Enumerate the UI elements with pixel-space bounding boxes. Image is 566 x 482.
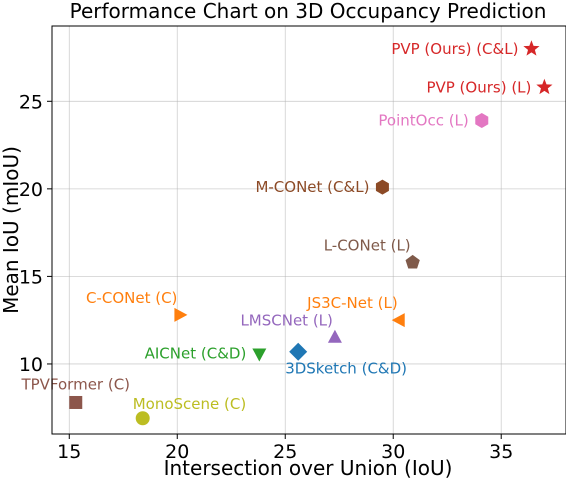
data-point: TPVFormer (C)	[20, 375, 130, 409]
point-label: C-CONet (C)	[86, 289, 177, 307]
point-label: PointOcc (L)	[378, 112, 468, 130]
x-tick-label: 35	[489, 441, 513, 463]
data-point: PVP (Ours) (L)	[426, 78, 553, 96]
point-marker-square	[69, 395, 83, 409]
data-points: PVP (Ours) (C&L) PVP (Ours) (L) PointOcc (…	[20, 40, 553, 426]
point-marker-triangle-left	[391, 313, 405, 328]
data-point: L-CONet (L)	[324, 236, 420, 269]
data-point: PVP (Ours) (C&L)	[391, 40, 540, 58]
point-label: MonoScene (C)	[133, 395, 246, 413]
point-marker-circle	[135, 411, 150, 426]
point-label: M-CONet (C&L)	[255, 178, 369, 196]
point-label: PVP (Ours) (C&L)	[391, 40, 518, 58]
point-marker-hexagon	[475, 113, 489, 129]
data-point: M-CONet (C&L)	[255, 178, 389, 196]
point-label: PVP (Ours) (L)	[426, 78, 531, 96]
point-marker-pentagon	[405, 254, 420, 269]
y-tick-label: 20	[19, 179, 43, 201]
point-label: TPVFormer (C)	[20, 375, 130, 393]
x-axis-label: Intersection over Union (IoU)	[164, 456, 453, 480]
point-label: JS3C-Net (L)	[306, 294, 398, 312]
point-marker-star	[536, 78, 553, 95]
point-marker-triangle-up	[327, 329, 342, 343]
y-tick-label: 25	[19, 91, 43, 113]
point-marker-hexagon	[375, 179, 389, 195]
point-label: LMSCNet (L)	[240, 312, 332, 330]
y-tick-label: 15	[19, 266, 43, 288]
data-point: PointOcc (L)	[378, 112, 489, 130]
grid	[52, 26, 566, 434]
x-axis-ticks: 15 20 25 30 35	[57, 434, 513, 463]
y-tick-label: 10	[19, 354, 43, 376]
x-tick-label: 15	[57, 441, 81, 463]
point-label: AICNet (C&D)	[145, 344, 247, 362]
point-marker-triangle-down	[252, 348, 267, 362]
data-point: LMSCNet (L)	[240, 312, 342, 343]
point-marker-diamond	[289, 342, 308, 361]
data-point: JS3C-Net (L)	[306, 294, 405, 328]
y-axis-label: Mean IoU (mIoU)	[0, 146, 23, 314]
y-axis-ticks: 10 15 20 25	[19, 91, 52, 376]
data-point: MonoScene (C)	[133, 395, 246, 426]
chart-title: Performance Chart on 3D Occupancy Predic…	[70, 0, 547, 23]
point-marker-triangle-right	[174, 307, 188, 322]
data-point: 3DSketch (C&D)	[285, 342, 407, 378]
point-marker-star	[523, 40, 540, 56]
x-tick-label: 20	[165, 441, 189, 463]
plot-frame	[51, 25, 566, 435]
point-label: L-CONet (L)	[324, 236, 411, 254]
data-point: C-CONet (C)	[86, 289, 188, 322]
point-label: 3DSketch (C&D)	[285, 360, 407, 378]
data-point: AICNet (C&D)	[145, 344, 267, 362]
x-tick-label: 25	[273, 441, 297, 463]
x-tick-label: 30	[381, 441, 405, 463]
